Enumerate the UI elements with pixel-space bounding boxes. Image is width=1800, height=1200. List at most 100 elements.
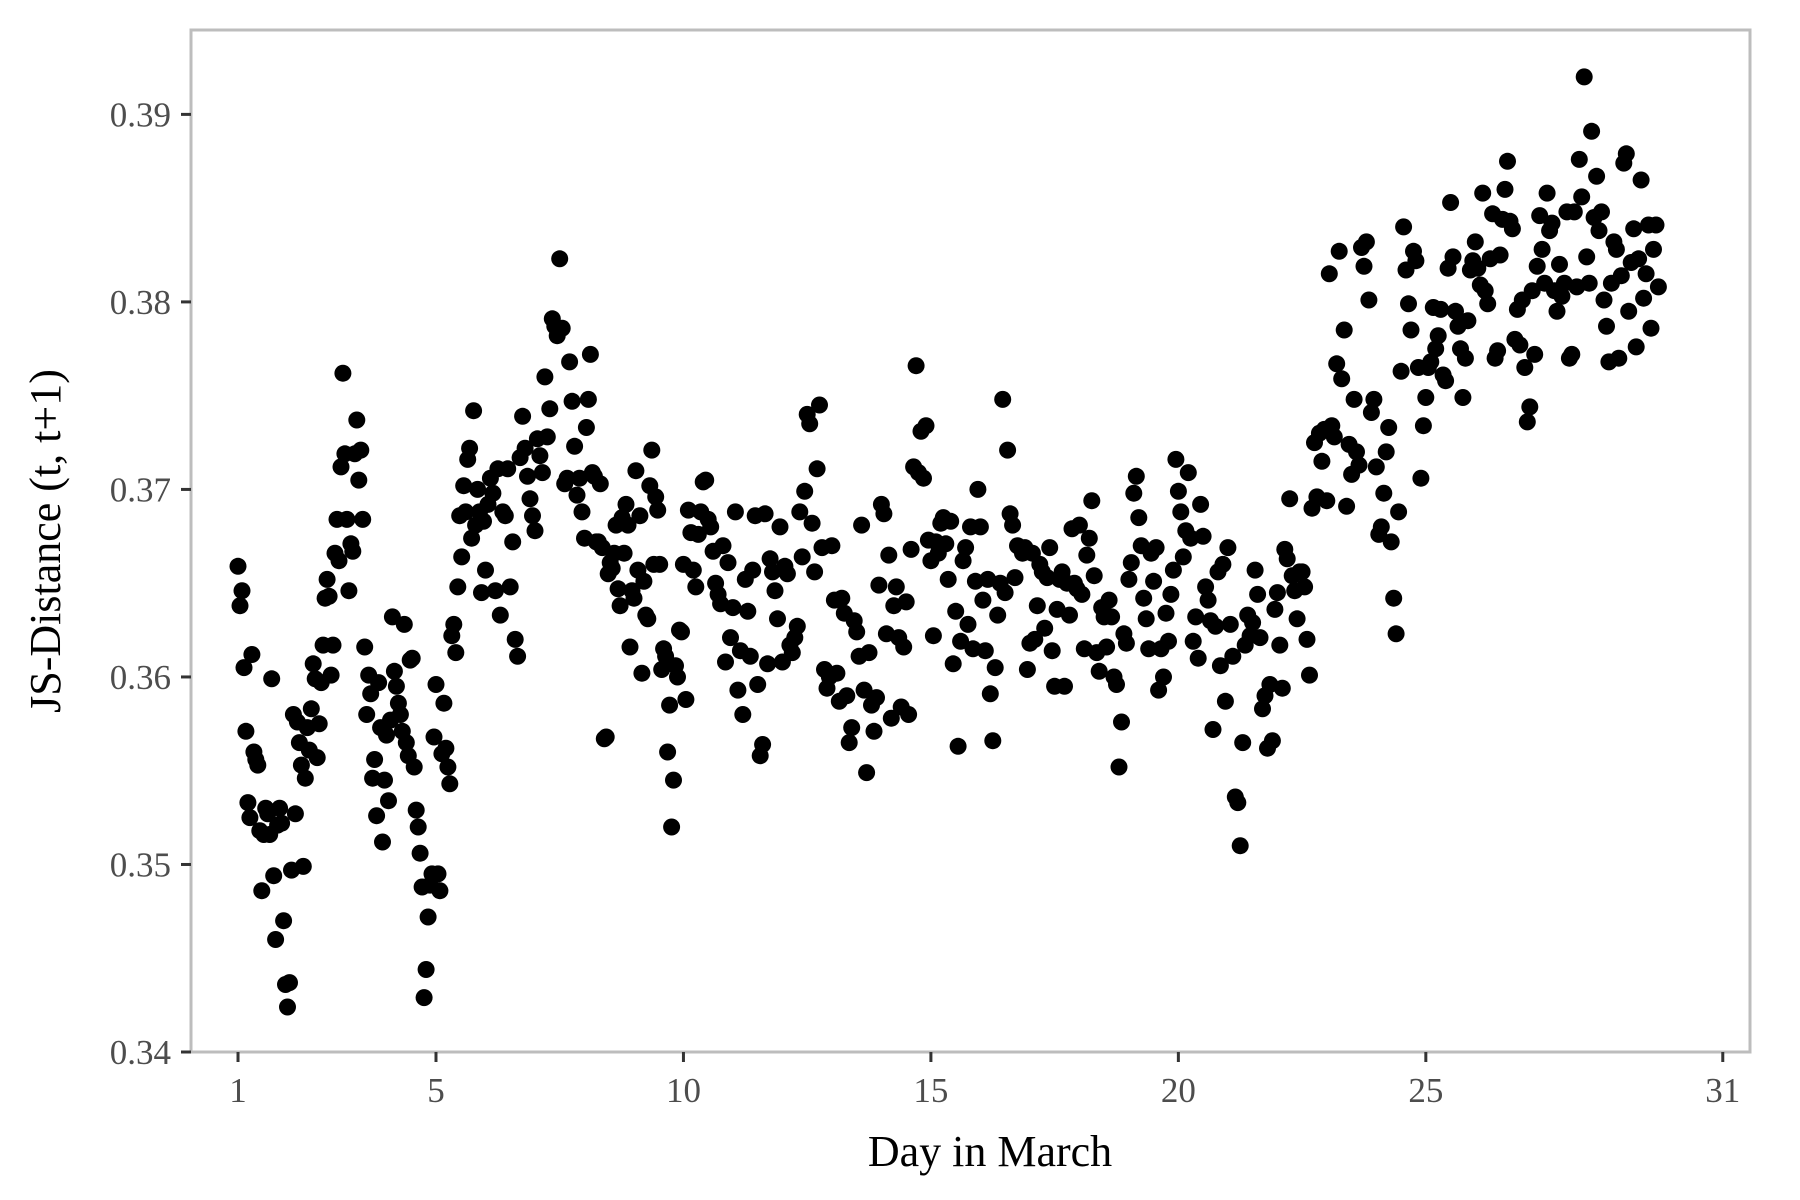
data-point: [1221, 615, 1239, 633]
data-point: [1627, 338, 1645, 356]
data-point: [942, 512, 960, 530]
data-point: [1145, 572, 1163, 590]
data-point: [1197, 578, 1215, 596]
data-point: [461, 439, 479, 457]
data-point: [531, 447, 549, 465]
data-point: [761, 550, 779, 568]
data-point: [524, 507, 541, 525]
data-point: [573, 503, 591, 521]
x-axis: 1 5 10 15 20 25 31: [229, 1052, 1740, 1110]
data-point: [597, 728, 615, 746]
data-point: [647, 488, 665, 506]
data-point: [469, 480, 487, 498]
data-point: [1583, 122, 1601, 140]
data-point: [457, 503, 475, 521]
data-point: [1372, 518, 1390, 536]
y-tick-label: 0.34: [110, 1033, 171, 1072]
data-point: [429, 865, 447, 883]
data-point: [1160, 632, 1177, 650]
data-point: [796, 482, 814, 500]
data-point: [352, 441, 370, 459]
data-point: [771, 518, 789, 536]
data-point: [1098, 638, 1116, 656]
data-point: [411, 844, 429, 862]
data-point: [1400, 295, 1417, 313]
data-point: [1422, 353, 1440, 371]
data-point: [1365, 390, 1383, 408]
data-point: [778, 565, 796, 583]
data-point: [294, 857, 312, 875]
data-point: [1533, 240, 1551, 258]
data-point: [1207, 617, 1224, 635]
data-point: [286, 805, 304, 823]
data-point: [1293, 563, 1311, 581]
data-point: [1268, 584, 1286, 602]
data-point: [1187, 608, 1205, 626]
data-point: [1147, 539, 1165, 557]
data-point: [1251, 629, 1269, 647]
data-point: [1216, 692, 1234, 710]
data-point: [801, 415, 819, 433]
data-point: [673, 623, 690, 641]
data-point: [1362, 404, 1380, 421]
data-point: [828, 664, 846, 682]
data-point: [1528, 257, 1546, 275]
data-point: [870, 576, 888, 594]
data-point: [853, 516, 871, 534]
data-point: [999, 441, 1017, 459]
data-point: [1278, 550, 1296, 568]
data-point: [267, 931, 285, 948]
data-point: [465, 402, 483, 420]
data-point: [229, 557, 247, 575]
data-point: [791, 503, 809, 521]
data-point: [265, 867, 283, 885]
data-point: [759, 655, 777, 673]
data-point: [1320, 265, 1338, 283]
data-point: [263, 670, 281, 688]
data-point: [380, 792, 397, 810]
data-point: [1456, 349, 1474, 367]
data-point: [649, 501, 667, 519]
data-point: [1427, 340, 1445, 358]
data-point: [1229, 794, 1247, 812]
data-point: [1271, 636, 1289, 654]
data-point: [1645, 240, 1662, 258]
data-point: [415, 989, 433, 1007]
data-point: [808, 460, 826, 478]
data-point: [1476, 282, 1494, 300]
data-point: [533, 464, 551, 482]
data-point: [253, 882, 271, 900]
data-point: [677, 691, 695, 708]
x-axis-title: Day in March: [868, 1127, 1112, 1176]
data-point: [1249, 585, 1267, 603]
data-point: [439, 758, 457, 776]
data-point: [974, 591, 992, 609]
data-point: [1172, 503, 1190, 521]
data-point: [1110, 758, 1128, 776]
data-point: [1157, 604, 1175, 622]
data-point: [395, 615, 413, 633]
data-point: [366, 751, 384, 768]
data-point: [1360, 291, 1378, 309]
data-point: [734, 706, 752, 723]
data-point: [1041, 539, 1059, 557]
data-point: [344, 542, 362, 560]
data-point: [838, 687, 856, 705]
data-point: [1429, 327, 1447, 345]
data-point: [551, 250, 569, 268]
data-point: [1070, 516, 1088, 534]
data-point: [986, 659, 1004, 677]
data-point: [1647, 216, 1665, 234]
data-point: [453, 548, 471, 566]
data-point: [1625, 220, 1643, 238]
data-point: [1469, 259, 1487, 277]
data-point: [561, 353, 579, 371]
data-point: [1511, 336, 1529, 354]
data-point: [338, 510, 356, 528]
data-point: [1496, 180, 1514, 198]
data-point: [989, 606, 1007, 624]
data-point: [1056, 677, 1073, 695]
data-point: [350, 471, 368, 489]
data-point: [417, 961, 435, 978]
data-point: [663, 818, 681, 836]
